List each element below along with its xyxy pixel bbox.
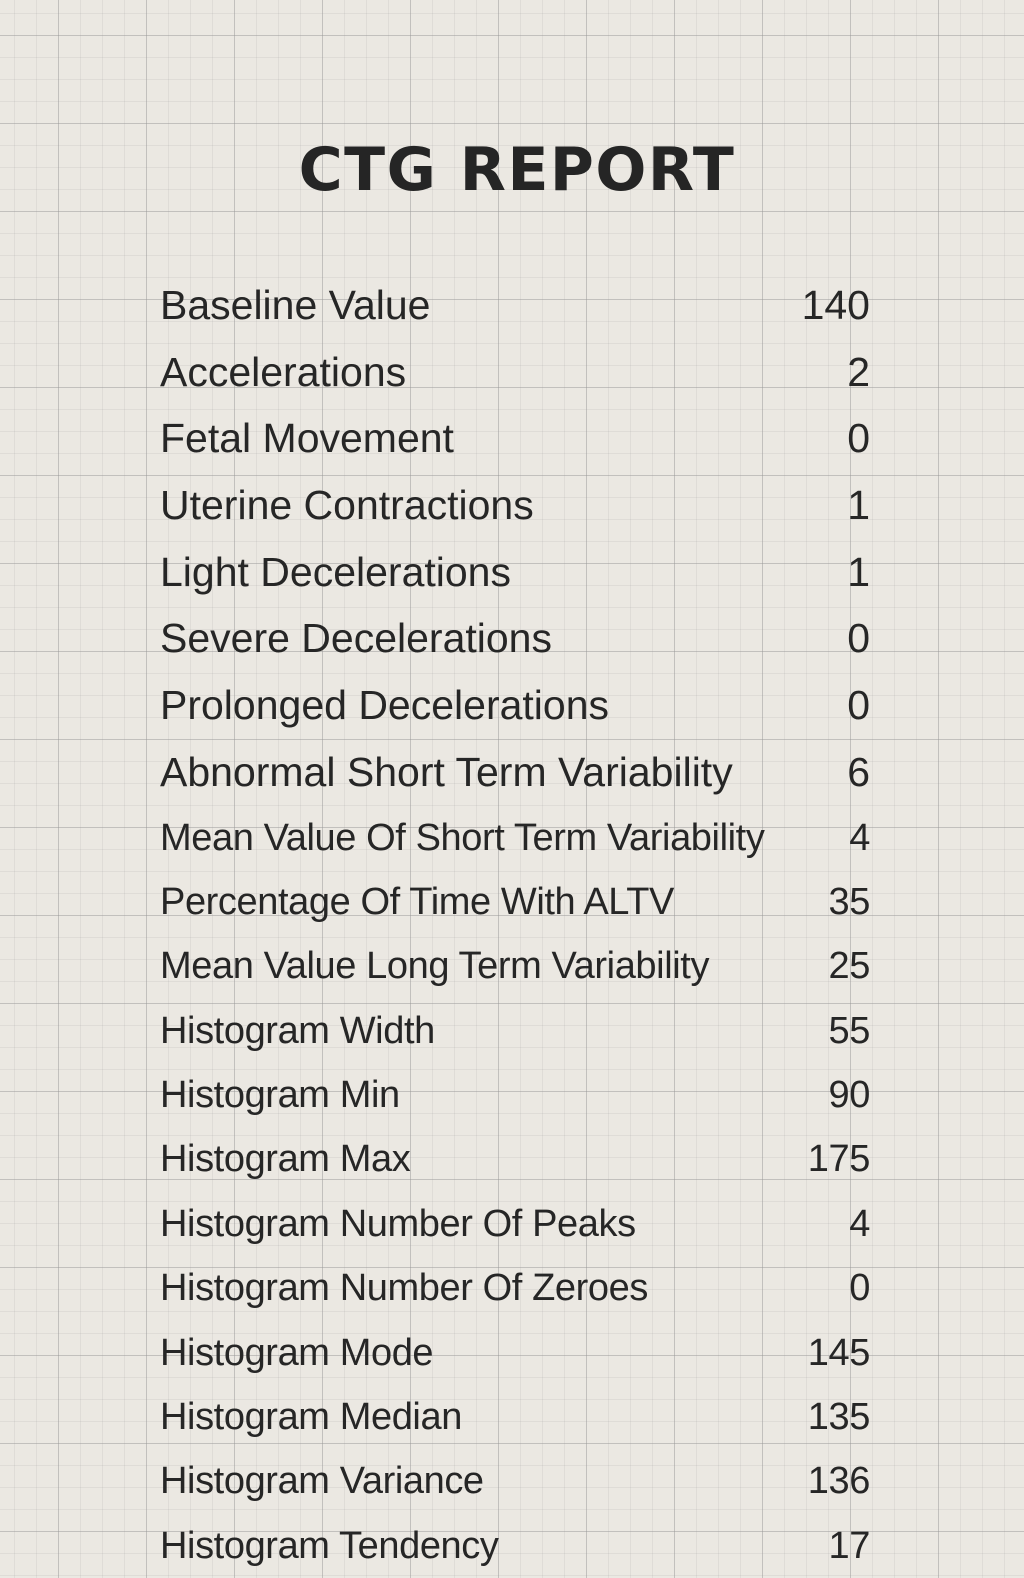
report-row: Histogram Variance 136 <box>160 1449 870 1513</box>
row-label: Histogram Min <box>160 1074 400 1117</box>
report-row: Severe Decelerations 0 <box>160 605 870 672</box>
report-row: Histogram Min 90 <box>160 1063 870 1127</box>
row-value: 0 <box>847 415 870 462</box>
report-row: Mean Value Long Term Variability 25 <box>160 934 870 998</box>
report-row: Percentage Of Time With ALTV 35 <box>160 870 870 934</box>
row-value: 25 <box>828 945 871 988</box>
row-label: Mean Value Of Short Term Variability <box>160 816 765 859</box>
report-table: Baseline Value 140 Accelerations 2 Fetal… <box>160 272 870 1578</box>
report-row: Histogram Max 175 <box>160 1127 870 1191</box>
row-value: 55 <box>828 1009 871 1052</box>
row-label: Mean Value Long Term Variability <box>160 945 710 988</box>
row-label: Histogram Max <box>160 1138 411 1181</box>
row-label: Light Decelerations <box>160 548 511 595</box>
report-row: Uterine Contractions 1 <box>160 472 870 539</box>
row-value: 1 <box>847 482 870 529</box>
row-value: 35 <box>828 880 871 923</box>
row-value: 0 <box>849 1267 870 1310</box>
row-label: Fetal Movement <box>160 415 454 462</box>
report-row: Histogram Median 135 <box>160 1385 870 1449</box>
row-value: 135 <box>807 1396 871 1439</box>
row-label: Histogram Variance <box>160 1460 484 1503</box>
report-row: Histogram Number Of Peaks 4 <box>160 1192 870 1256</box>
row-label: Baseline Value <box>160 282 431 328</box>
row-label: Abnormal Short Term Variability <box>160 748 733 795</box>
row-value: 0 <box>847 682 870 729</box>
row-value: 90 <box>828 1074 871 1117</box>
row-value: 2 <box>847 348 870 395</box>
row-value: 145 <box>807 1331 871 1374</box>
report-row: Histogram Mode 145 <box>160 1321 870 1385</box>
row-label: Prolonged Decelerations <box>160 682 609 729</box>
row-value: 4 <box>849 816 870 859</box>
row-label: Accelerations <box>160 348 407 395</box>
row-value: 4 <box>849 1202 870 1245</box>
report-row: Accelerations 2 <box>160 339 870 406</box>
report-row: Histogram Number Of Zeroes 0 <box>160 1256 870 1320</box>
row-label: Percentage Of Time With ALTV <box>160 880 674 923</box>
row-label: Histogram Number Of Peaks <box>160 1202 636 1245</box>
row-value: 140 <box>801 282 870 328</box>
report-row: Histogram Tendency 17 <box>160 1514 870 1578</box>
row-label: Uterine Contractions <box>160 482 534 529</box>
row-label: Severe Decelerations <box>160 615 552 662</box>
row-value: 136 <box>807 1460 871 1503</box>
row-value: 175 <box>807 1138 871 1181</box>
row-label: Histogram Number Of Zeroes <box>160 1267 648 1310</box>
report-row: Fetal Movement 0 <box>160 405 870 472</box>
report-row: Light Decelerations 1 <box>160 539 870 606</box>
report-row: Baseline Value 140 <box>160 272 870 339</box>
row-value: 17 <box>828 1524 871 1567</box>
report-row: Prolonged Decelerations 0 <box>160 672 870 739</box>
row-label: Histogram Width <box>160 1009 435 1052</box>
report-row: Abnormal Short Term Variability 6 <box>160 739 870 806</box>
row-value: 6 <box>847 748 870 795</box>
row-value: 0 <box>847 615 870 662</box>
report-row: Mean Value Of Short Term Variability 4 <box>160 806 870 870</box>
report-row: Histogram Width 55 <box>160 999 870 1063</box>
row-value: 1 <box>847 548 870 595</box>
row-label: Histogram Mode <box>160 1331 434 1374</box>
row-label: Histogram Tendency <box>160 1524 499 1567</box>
row-label: Histogram Median <box>160 1396 462 1439</box>
page-title: CTG REPORT <box>298 135 736 205</box>
